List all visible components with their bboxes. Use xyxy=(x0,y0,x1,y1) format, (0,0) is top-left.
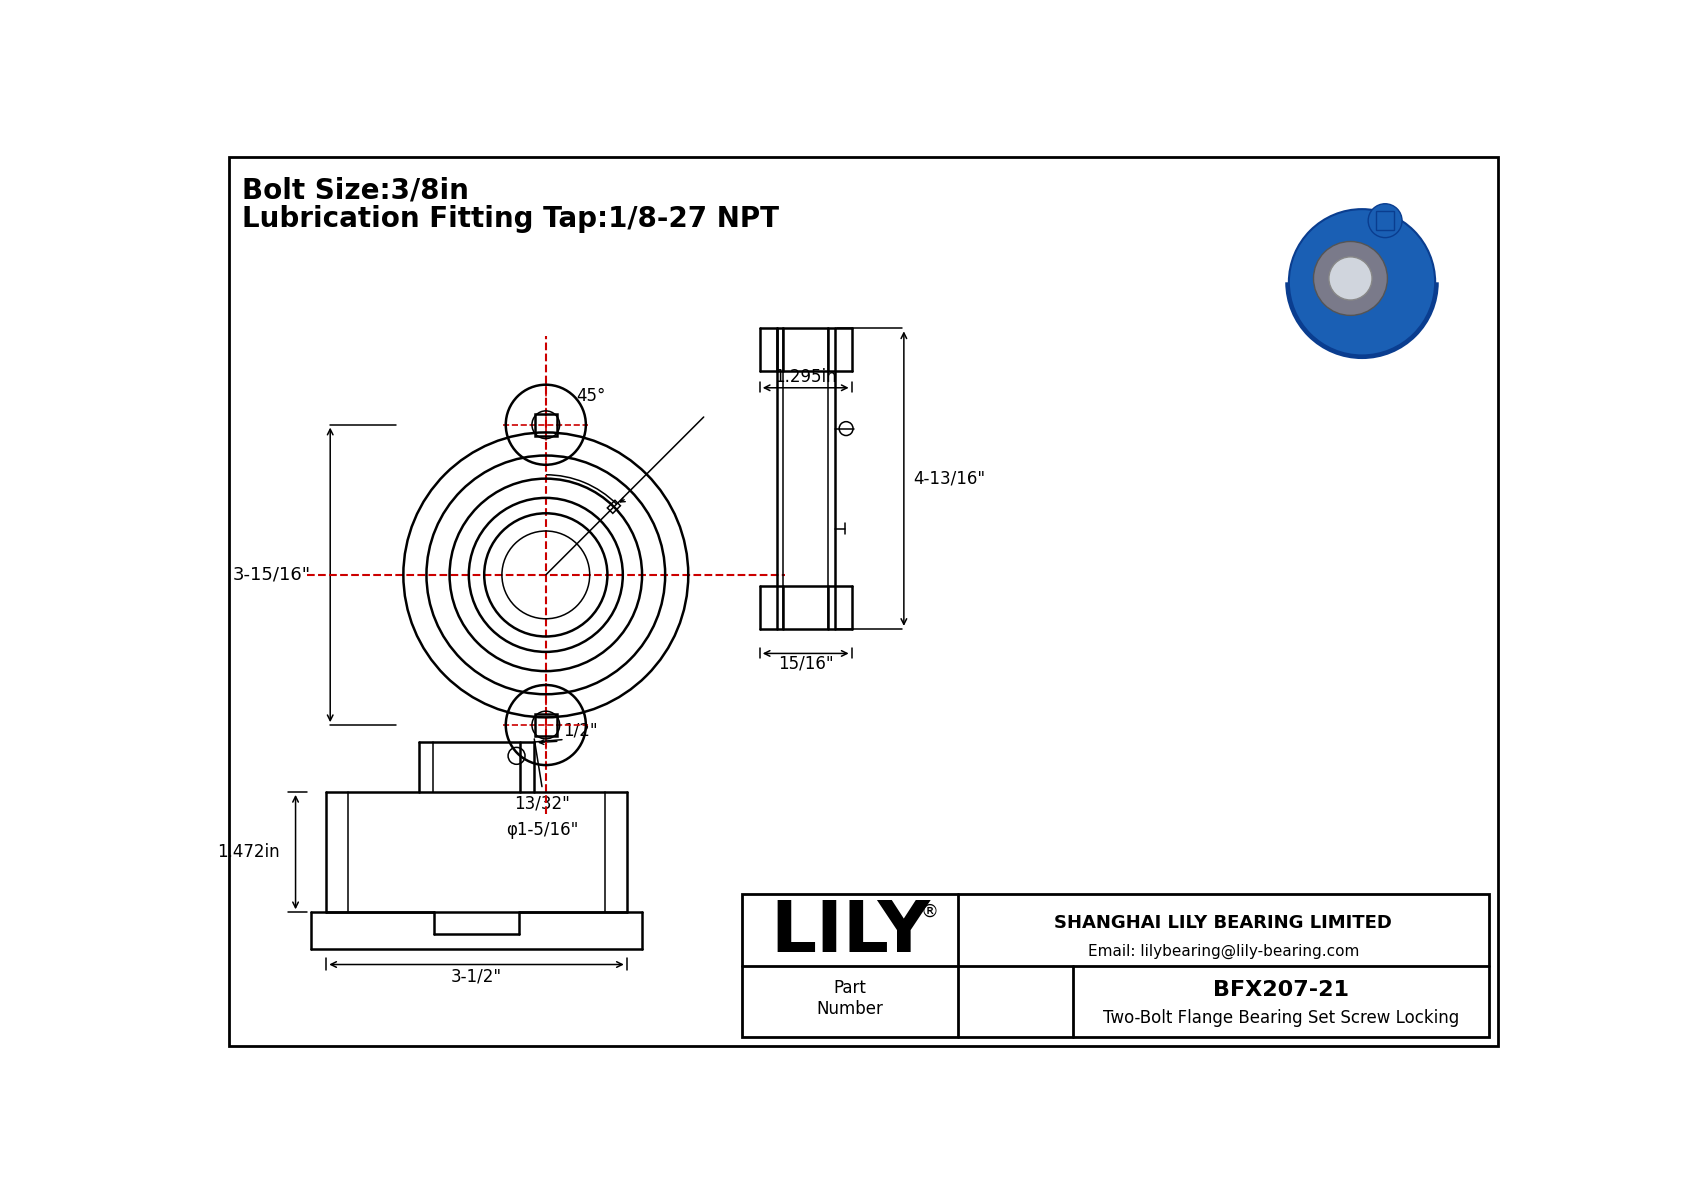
Circle shape xyxy=(1288,210,1435,355)
Circle shape xyxy=(1367,204,1403,238)
Text: 3-15/16": 3-15/16" xyxy=(232,566,312,584)
Text: SHANGHAI LILY BEARING LIMITED: SHANGHAI LILY BEARING LIMITED xyxy=(1054,913,1393,931)
Text: 15/16": 15/16" xyxy=(778,654,834,673)
Circle shape xyxy=(1314,242,1388,316)
Text: 4-13/16": 4-13/16" xyxy=(913,469,985,487)
Text: Two-Bolt Flange Bearing Set Screw Locking: Two-Bolt Flange Bearing Set Screw Lockin… xyxy=(1103,1009,1460,1028)
Bar xyxy=(1376,212,1394,230)
Text: φ1-5/16": φ1-5/16" xyxy=(505,822,578,840)
Text: 1/2": 1/2" xyxy=(564,722,598,740)
Text: 1.295in: 1.295in xyxy=(775,368,837,386)
Bar xyxy=(536,414,557,436)
Circle shape xyxy=(1329,257,1372,300)
Bar xyxy=(536,715,557,736)
Text: ®: ® xyxy=(919,903,938,921)
Bar xyxy=(743,894,1489,1037)
Text: 1.472in: 1.472in xyxy=(217,843,280,861)
Text: BFX207-21: BFX207-21 xyxy=(1212,980,1349,1000)
Text: LILY: LILY xyxy=(770,898,930,967)
Text: Email: lilybearing@lily-bearing.com: Email: lilybearing@lily-bearing.com xyxy=(1088,943,1359,959)
Text: Bolt Size:3/8in: Bolt Size:3/8in xyxy=(242,176,468,204)
Text: Lubrication Fitting Tap:1/8-27 NPT: Lubrication Fitting Tap:1/8-27 NPT xyxy=(242,205,778,233)
Bar xyxy=(608,500,620,513)
Text: 13/32": 13/32" xyxy=(514,794,569,812)
Text: 45°: 45° xyxy=(576,387,606,405)
Text: Part
Number: Part Number xyxy=(817,979,884,1018)
Text: 3-1/2": 3-1/2" xyxy=(451,967,502,985)
